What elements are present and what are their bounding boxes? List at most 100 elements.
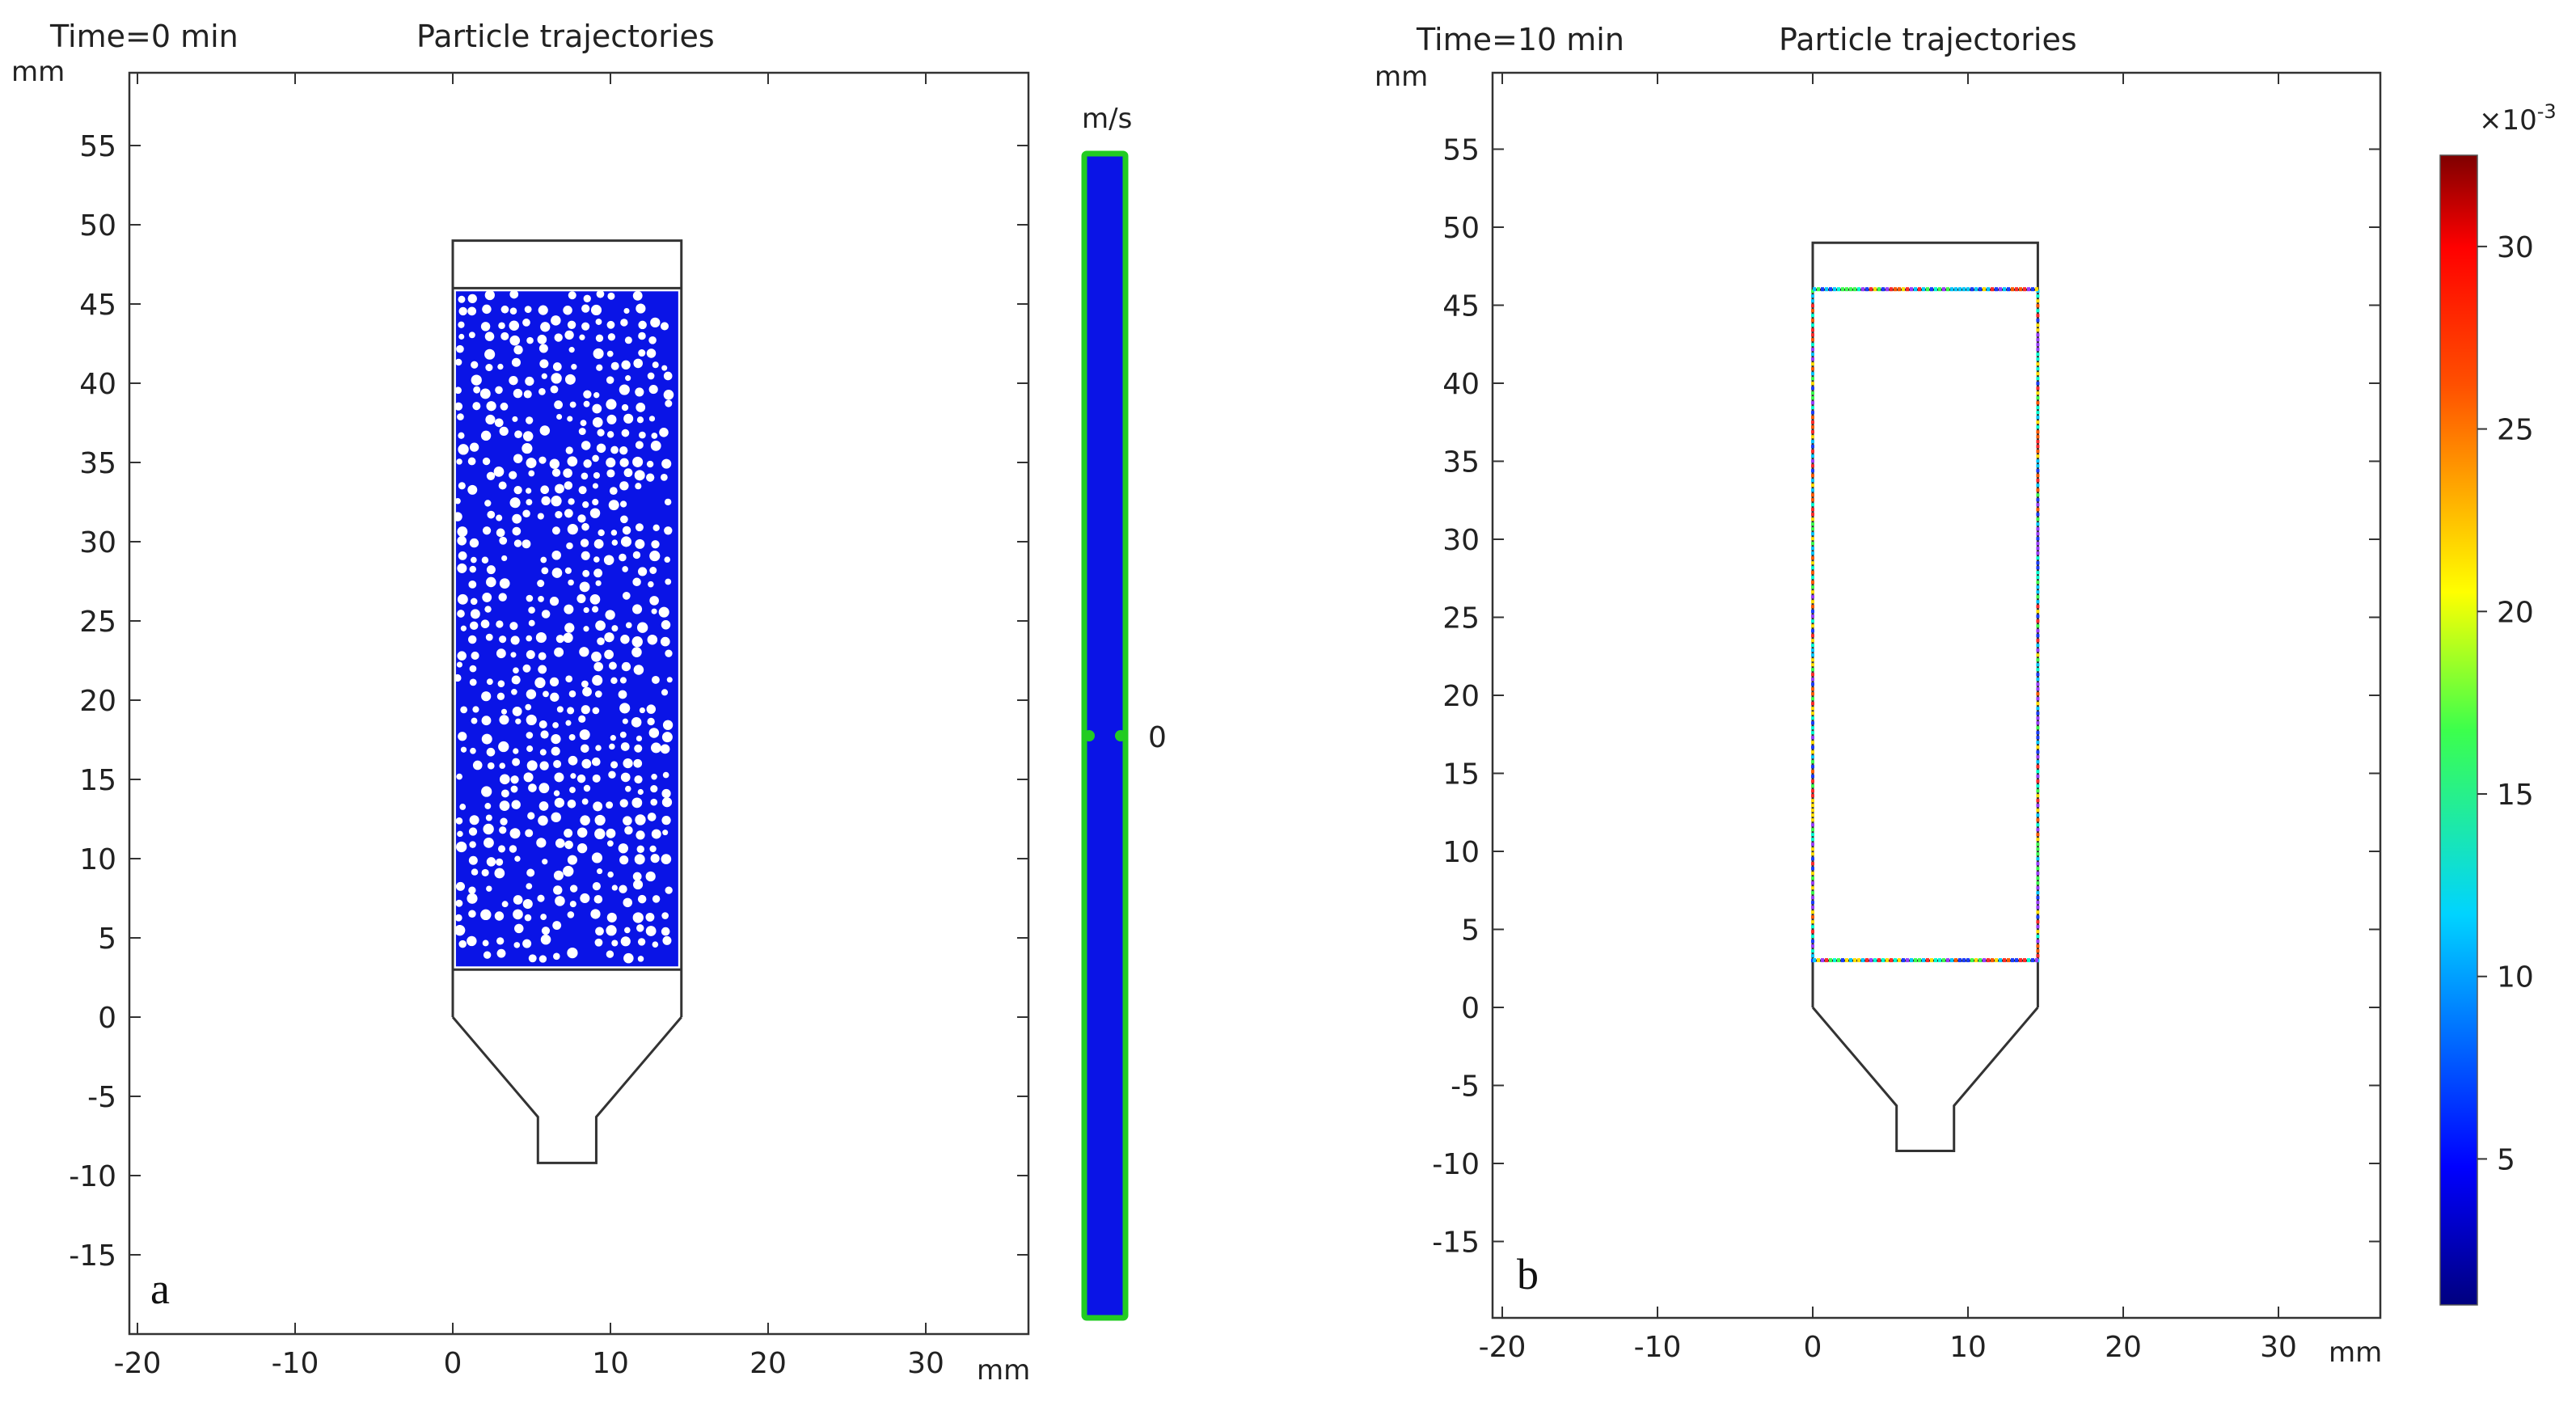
particle-gap [501,555,508,562]
particle-gap [525,416,534,424]
particle-gap [623,307,630,315]
colorbar-unit-a: m/s [1082,103,1132,135]
particle-gap [639,707,645,714]
particle-gap [553,885,563,895]
particle-gap [498,741,509,753]
particle-dot [2036,585,2040,589]
particle-gap [621,429,630,437]
particle-dot [2036,770,2040,774]
particle-dot [1811,920,1814,924]
column-outline [451,239,683,1017]
particle-gap [540,914,547,920]
particle-gap [592,483,598,489]
particle-gap [513,454,523,463]
particle-gap [526,689,537,699]
particle-gap [538,652,547,661]
particle-dot [1962,287,1966,292]
particle-gap [509,289,519,299]
particle-gap [623,413,634,424]
particle-gap [652,361,659,369]
x-tick-label: 30 [907,1347,944,1380]
colorbar-label-b: 25 [2497,414,2534,447]
particle-gap [603,555,614,565]
particle-gap [620,536,631,547]
particle-gap [567,799,576,809]
particle-gap [496,648,506,659]
particle-dot [1873,287,1877,292]
particle-gap [576,593,586,603]
particle-gap [472,706,479,713]
particle-dot [1811,425,1814,429]
particle-dot [2036,935,2040,939]
particle-gap [590,909,601,919]
particle-gap [484,331,495,341]
particle-dot [1811,876,1814,880]
particle-dot [2027,287,2030,292]
particle-dot [1811,750,1814,754]
particle-dot [1811,493,1814,497]
particle-dot [2036,944,2040,948]
particle-gap [577,514,586,523]
particle-gap [634,775,643,784]
particle-gap [496,620,504,628]
particle-gap [468,580,477,589]
particle-gap [631,797,643,809]
particle-gap [632,604,643,614]
y-tick-label: 30 [1442,524,1480,557]
particle-gap [540,934,551,945]
particle-gap [581,472,589,480]
particle-gap [526,732,534,739]
particle-gap [661,365,668,371]
particle-dot [1946,958,1949,963]
particle-dot [2036,474,2040,478]
particle-dot [1829,287,1832,292]
particle-gap [581,551,590,560]
particle-gap [469,538,479,548]
particle-gap [609,743,615,750]
particle-dot [1890,958,1893,963]
particle-gap [636,403,646,412]
particle-dot [1833,958,1836,963]
particle-gap [631,636,643,648]
particle-dot [2036,678,2040,682]
particle-gap [619,855,629,865]
particle-dot [1811,551,1814,555]
particle-gap [666,677,673,683]
y-tick-label: 40 [1442,368,1480,401]
particle-dot [2036,755,2040,759]
particle-gap [468,331,475,339]
particle-dot [1811,372,1814,376]
particle-gap [620,742,630,751]
particle-dot [2036,619,2040,623]
particle-gap [606,828,616,838]
particle-dot [1811,673,1814,677]
particle-gap [482,592,492,602]
particle-gap [458,333,465,340]
particle-dot [1811,828,1814,832]
particle-gap [522,443,533,454]
particle-gap [456,841,467,853]
particle-gap [467,484,478,495]
particle-gap [549,597,560,606]
particle-gap [610,361,619,370]
particle-gap [662,830,669,836]
particle-gap [510,785,518,793]
particle-dot [1811,420,1814,424]
particle-gap [569,787,576,793]
particle-dot [1811,585,1814,589]
particle-gap [663,389,674,400]
y-tick-label: 50 [79,209,116,243]
particle-dot [2036,668,2040,672]
y-tick-label: -15 [69,1239,116,1273]
particle-gap [636,845,644,854]
particle-dot [1811,459,1814,463]
particle-gap [513,486,522,495]
particle-gap [526,635,533,642]
colorbar-multiplier: ×10-3 [2479,100,2557,137]
particle-dot [2036,784,2040,788]
particle-dot [1811,682,1814,686]
y-tick-label: 55 [79,130,116,163]
particle-gap [458,295,466,303]
particle-dot [1825,287,1828,292]
particle-gap [624,927,631,934]
